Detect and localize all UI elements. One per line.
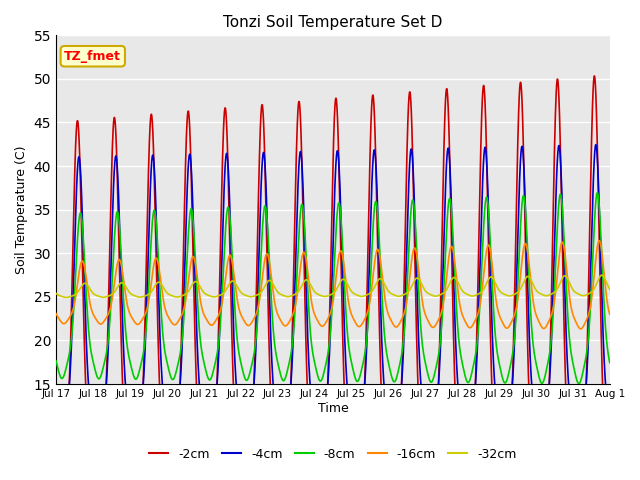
- Y-axis label: Soil Temperature (C): Soil Temperature (C): [15, 145, 28, 274]
- Legend: -2cm, -4cm, -8cm, -16cm, -32cm: -2cm, -4cm, -8cm, -16cm, -32cm: [145, 443, 522, 466]
- Title: Tonzi Soil Temperature Set D: Tonzi Soil Temperature Set D: [223, 15, 443, 30]
- X-axis label: Time: Time: [317, 402, 348, 415]
- Text: TZ_fmet: TZ_fmet: [65, 50, 121, 63]
